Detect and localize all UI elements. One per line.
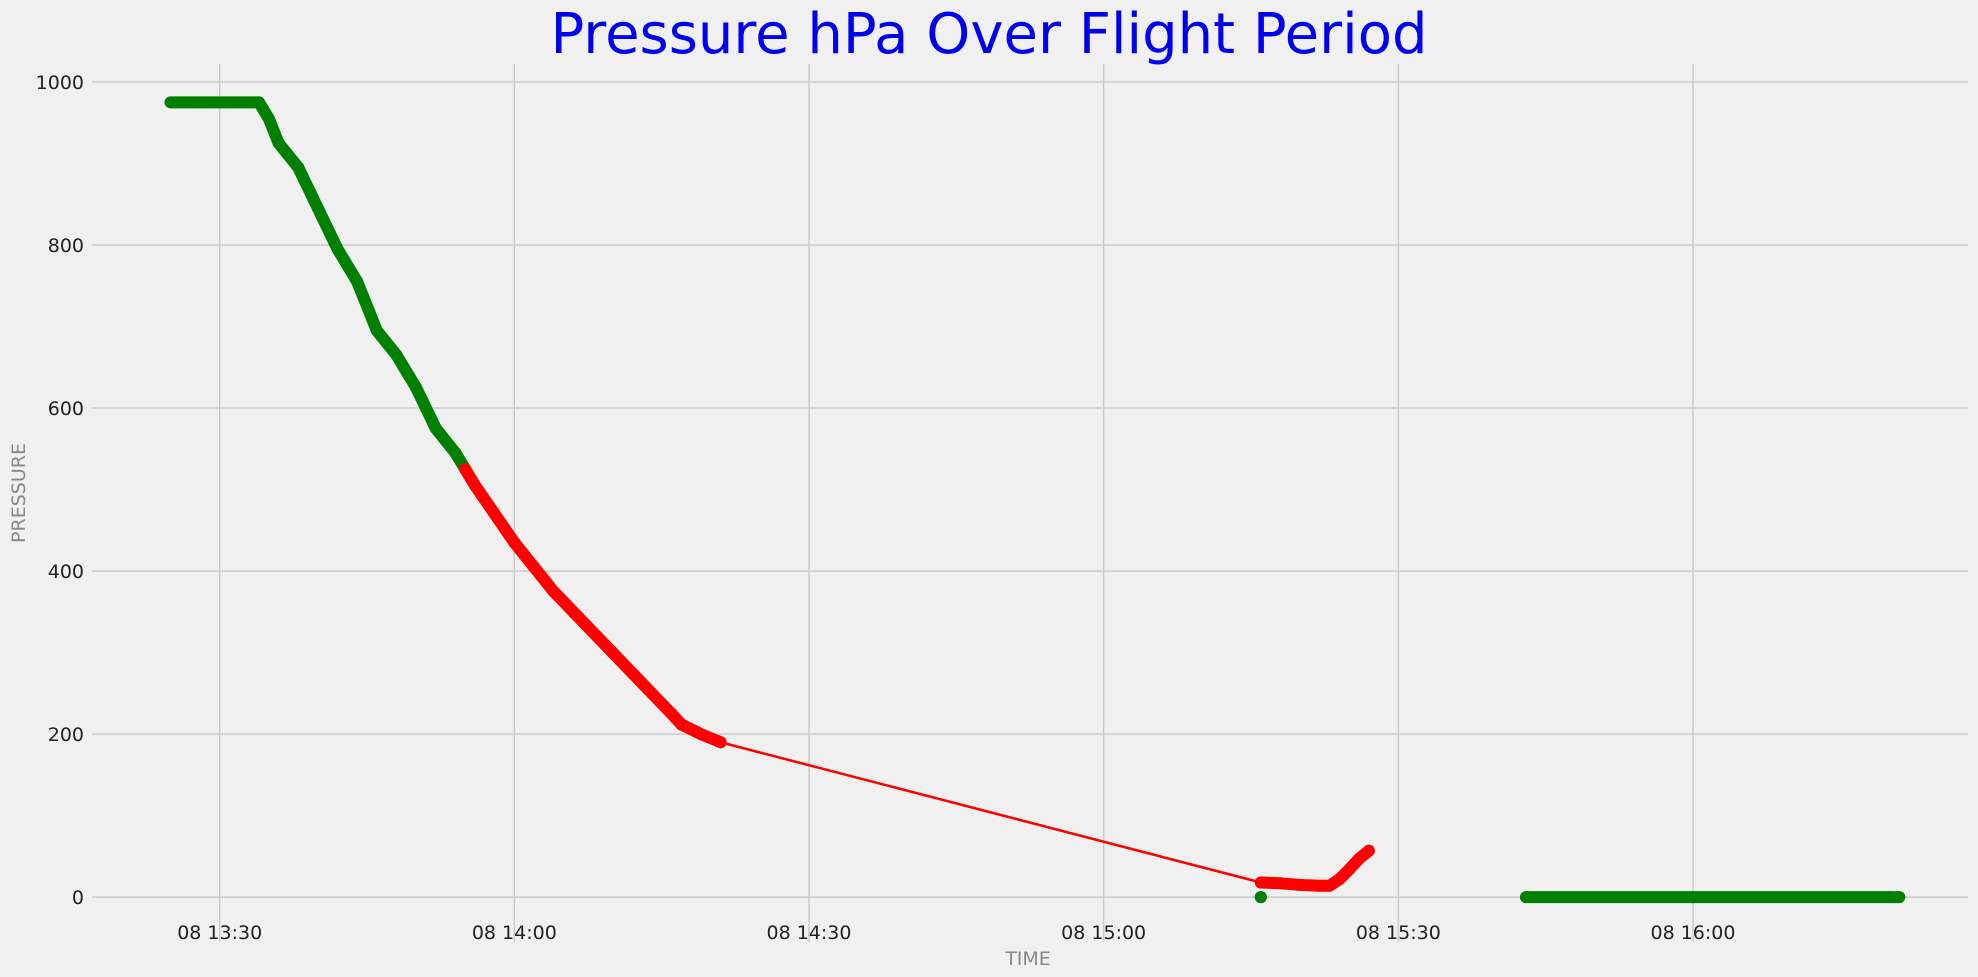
x-axis-label: TIME bbox=[1004, 948, 1051, 970]
data-point bbox=[1520, 891, 1533, 904]
data-point bbox=[1333, 873, 1346, 886]
data-point bbox=[694, 728, 707, 741]
x-tick-label: 08 13:30 bbox=[177, 922, 262, 944]
series-layer bbox=[164, 96, 1906, 904]
data-point bbox=[390, 349, 403, 362]
x-tick-label: 08 14:30 bbox=[767, 922, 852, 944]
data-point bbox=[164, 96, 177, 109]
tick-labels: 0 200 400 600 800 1000 08 13:30 08 14:00 08 14:3… bbox=[36, 72, 1736, 944]
data-point bbox=[331, 243, 344, 256]
data-point bbox=[449, 446, 462, 459]
data-point bbox=[459, 463, 472, 476]
data-point bbox=[1893, 891, 1906, 904]
data-point bbox=[675, 718, 688, 731]
series-line bbox=[720, 741, 1262, 884]
data-point bbox=[606, 646, 619, 659]
data-point bbox=[1313, 879, 1326, 892]
data-point bbox=[370, 324, 383, 337]
data-point bbox=[508, 536, 521, 549]
data-point bbox=[1343, 863, 1356, 876]
data-point bbox=[1686, 891, 1699, 904]
data-point bbox=[586, 626, 599, 639]
data-point bbox=[272, 137, 285, 150]
data-point bbox=[1254, 876, 1267, 889]
data-point bbox=[469, 479, 482, 492]
data-point bbox=[429, 422, 442, 435]
x-tick-label: 08 15:30 bbox=[1356, 922, 1441, 944]
x-tick-label: 08 14:00 bbox=[472, 922, 557, 944]
data-point bbox=[1323, 879, 1336, 892]
chart-title: Pressure hPa Over Flight Period bbox=[550, 2, 1428, 67]
data-point bbox=[527, 560, 540, 573]
data-point bbox=[223, 96, 236, 109]
y-tick-label: 1000 bbox=[36, 72, 84, 94]
series-marker-trace bbox=[164, 96, 472, 476]
x-tick-label: 08 15:00 bbox=[1061, 922, 1146, 944]
data-point bbox=[626, 666, 639, 679]
data-point bbox=[1274, 877, 1287, 890]
data-point bbox=[645, 687, 658, 700]
data-point bbox=[351, 275, 364, 288]
data-point bbox=[1353, 852, 1366, 865]
data-point bbox=[547, 585, 560, 598]
data-point bbox=[194, 96, 207, 109]
data-point bbox=[311, 202, 324, 215]
data-point bbox=[665, 707, 678, 720]
y-tick-label: 600 bbox=[48, 398, 84, 420]
data-point bbox=[488, 508, 501, 521]
x-tick-label: 08 16:00 bbox=[1650, 922, 1735, 944]
data-point bbox=[1294, 878, 1307, 891]
data-point bbox=[1362, 844, 1375, 857]
data-point bbox=[252, 96, 265, 109]
grid-lines bbox=[92, 64, 1968, 942]
data-point bbox=[410, 381, 423, 394]
y-tick-label: 0 bbox=[72, 887, 84, 909]
y-tick-label: 200 bbox=[48, 724, 84, 746]
data-point bbox=[1254, 891, 1267, 904]
data-point bbox=[567, 605, 580, 618]
series-marker-trace bbox=[459, 463, 727, 749]
y-tick-label: 800 bbox=[48, 235, 84, 257]
y-axis-label: PRESSURE bbox=[8, 443, 30, 543]
y-tick-label: 400 bbox=[48, 561, 84, 583]
data-point bbox=[292, 161, 305, 174]
data-point bbox=[1883, 891, 1896, 904]
data-point bbox=[262, 112, 275, 125]
